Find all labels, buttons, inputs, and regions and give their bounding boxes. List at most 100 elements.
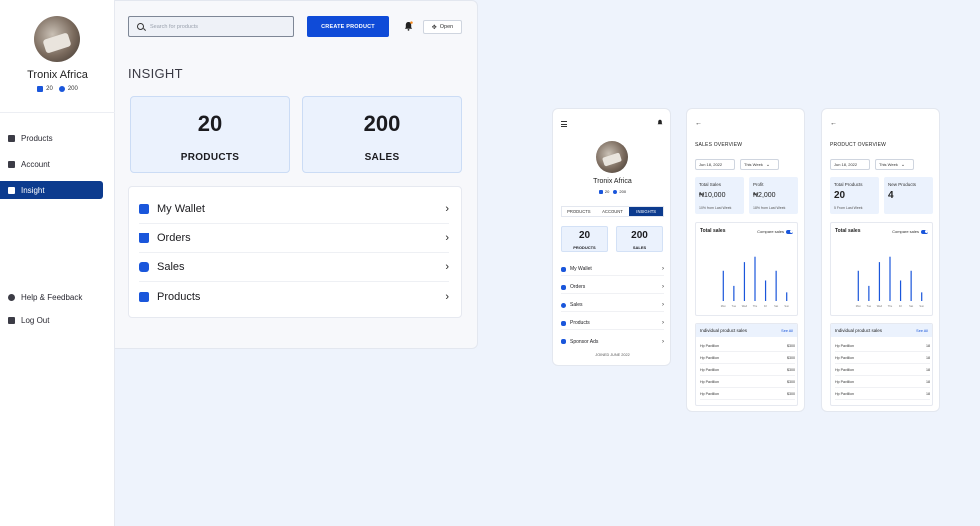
menu-item-label: Products	[570, 320, 590, 326]
sidebar-item-label: Products	[21, 133, 53, 143]
tab-products[interactable]: PRODUCTS	[567, 209, 591, 214]
sidebar-item-label: Insight	[21, 185, 45, 195]
menu-item-orders[interactable]: Orders ›	[561, 281, 664, 294]
sales-count: 200	[619, 189, 627, 194]
see-all-link[interactable]: See All	[916, 328, 928, 333]
item-value: $300	[787, 367, 795, 372]
avatar[interactable]	[596, 141, 628, 173]
total-sales-chart: Total sales Compare sales Mon Tue Wed Thu Fr…	[695, 222, 798, 316]
list-item[interactable]: Hp Pavillion 18	[835, 364, 930, 376]
stat-card-products: 20 PRODUCTS	[561, 226, 608, 252]
products-count: 20	[46, 86, 53, 92]
verified-icon	[58, 86, 65, 92]
menu-item-wallet[interactable]: My Wallet ›	[139, 195, 449, 224]
products-count: 20	[604, 189, 610, 194]
sidebar: Tronix Africa 20 200 Products Account In…	[0, 0, 115, 526]
menu-item-label: Sales	[570, 302, 583, 308]
sidebar-item-insight[interactable]: Insight	[0, 181, 103, 199]
toggle-switch[interactable]	[786, 229, 793, 234]
menu-item-wallet[interactable]: My Wallet ›	[561, 263, 664, 276]
bar-chart: Mon Tue Wed Thu Fri Sat Sun	[721, 256, 790, 308]
item-name: Hp Pavillion	[835, 367, 854, 372]
chevron-right-icon: ›	[445, 203, 449, 215]
list-item[interactable]: Hp Pavillion $300	[700, 352, 795, 364]
tile-value: 20	[834, 190, 846, 201]
screen-title: SALES OVERVIEW	[695, 142, 743, 148]
individual-sales-list: Individual product sales See All Hp Pavi…	[830, 323, 933, 406]
period-select[interactable]: This Week ⌄	[740, 159, 779, 170]
menu-item-sponsor-ads[interactable]: Sponsor Ads ›	[561, 335, 664, 348]
menu-item-orders[interactable]: Orders ›	[139, 224, 449, 253]
menu-item-label: My Wallet	[570, 266, 592, 272]
bag-icon	[139, 291, 149, 302]
cart-icon	[139, 233, 149, 243]
see-all-link[interactable]: See All	[781, 328, 793, 333]
open-button[interactable]: ✥ Open	[423, 20, 462, 34]
sales-badge-icon	[139, 262, 149, 272]
bag-icon	[37, 86, 44, 92]
list-item[interactable]: Hp Pavillion $300	[700, 364, 795, 376]
profile-name: Tronix Africa	[593, 178, 632, 185]
toggle-switch[interactable]	[921, 229, 928, 234]
tab-account[interactable]: ACCOUNT	[602, 209, 623, 214]
create-product-button[interactable]: CREATE PRODUCT	[307, 16, 389, 37]
x-tick-label: Fri	[764, 304, 767, 308]
list-item[interactable]: Hp Pavillion $300	[700, 340, 795, 352]
menu-item-sales[interactable]: Sales ›	[561, 299, 664, 312]
menu-item-label: Orders	[570, 284, 586, 290]
menu-item-sales[interactable]: Sales ›	[139, 253, 449, 282]
menu-icon[interactable]	[561, 121, 567, 129]
tile-note: 5 From Last Week	[834, 206, 863, 210]
product-overview-screen: ← PRODUCT OVERVIEW Jun 18, 2022 This Wee…	[821, 108, 940, 412]
tile-note: 10% from Last Week	[699, 206, 732, 210]
stat-label: PRODUCTS	[573, 245, 596, 250]
list-title: Individual product sales	[835, 328, 883, 333]
sidebar-item-logout[interactable]: Log Out	[0, 311, 103, 329]
back-arrow-icon[interactable]: ←	[695, 120, 702, 127]
item-name: Hp Pavillion	[835, 379, 854, 384]
id-card-icon	[8, 160, 15, 168]
list-item[interactable]: Hp Pavillion 18	[835, 352, 930, 364]
list-item[interactable]: Hp Pavillion 18	[835, 388, 930, 400]
chevron-right-icon: ›	[445, 232, 449, 244]
chart-bar	[743, 262, 746, 301]
compare-toggle[interactable]: Compare sales	[892, 229, 928, 234]
date-select[interactable]: Jun 18, 2022	[830, 159, 870, 170]
tab-insights[interactable]: INSIGHTS	[629, 207, 664, 216]
chart-bar	[899, 280, 902, 301]
list-item[interactable]: Hp Pavillion $300	[700, 376, 795, 388]
menu-item-products[interactable]: Products ›	[561, 317, 664, 330]
date-select[interactable]: Jun 18, 2022	[695, 159, 735, 170]
menu-item-label: Orders	[157, 232, 191, 244]
chart-bar	[764, 280, 767, 301]
menu-item-products[interactable]: Products ›	[139, 282, 449, 311]
compare-toggle[interactable]: Compare sales	[757, 229, 793, 234]
tile-note: 18% from Last Week	[753, 206, 786, 210]
x-tick-label: Wed	[742, 304, 748, 308]
help-icon	[8, 293, 15, 301]
tile-profit: Profit ₦2,000 18% from Last Week	[749, 177, 798, 214]
list-item[interactable]: Hp Pavillion $300	[700, 388, 795, 400]
sidebar-item-products[interactable]: Products	[0, 129, 103, 147]
item-value: 18	[926, 391, 930, 396]
list-item[interactable]: Hp Pavillion 18	[835, 340, 930, 352]
x-tick-label: Thu	[888, 304, 893, 308]
avatar[interactable]	[34, 16, 80, 62]
list-item[interactable]: Hp Pavillion 18	[835, 376, 930, 388]
item-value: 18	[926, 367, 930, 372]
stat-card-products: 20 PRODUCTS	[130, 96, 290, 173]
stat-label: SALES	[364, 152, 400, 163]
bell-icon[interactable]	[657, 119, 663, 126]
period-select[interactable]: This Week ⌄	[875, 159, 914, 170]
logout-icon	[8, 316, 15, 324]
sidebar-item-help[interactable]: Help & Feedback	[0, 288, 103, 306]
tile-value: 4	[888, 190, 894, 201]
item-value: $300	[787, 391, 795, 396]
bell-icon[interactable]	[404, 21, 413, 31]
chevron-right-icon: ›	[662, 266, 664, 272]
search-input[interactable]: Search for products	[128, 16, 294, 37]
individual-sales-list: Individual product sales See All Hp Pavi…	[695, 323, 798, 406]
sidebar-item-account[interactable]: Account	[0, 155, 103, 173]
back-arrow-icon[interactable]: ←	[830, 120, 837, 127]
wallet-icon	[561, 266, 566, 272]
